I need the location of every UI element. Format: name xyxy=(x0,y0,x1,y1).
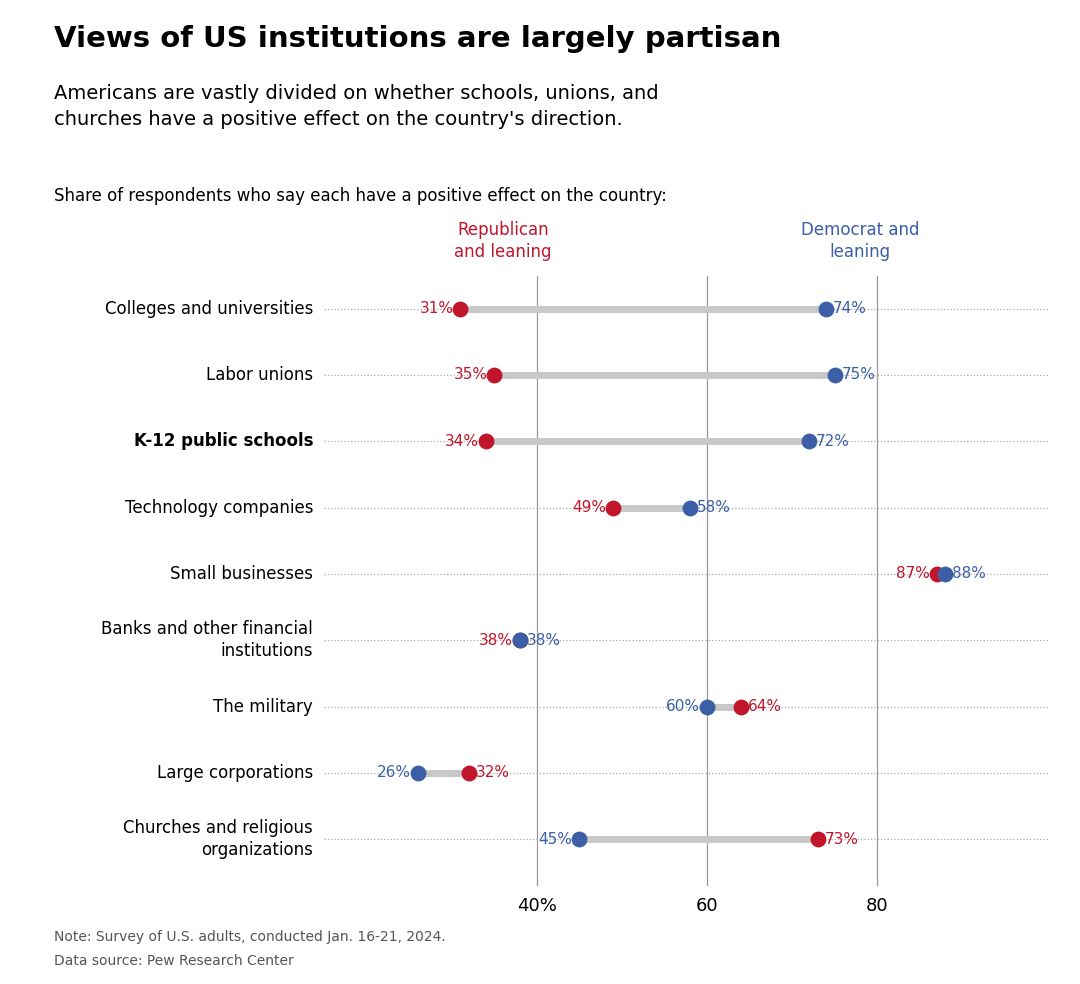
Text: 74%: 74% xyxy=(833,301,867,316)
Point xyxy=(460,765,477,780)
Text: 75%: 75% xyxy=(841,367,876,383)
Text: 35%: 35% xyxy=(454,367,487,383)
Text: The military: The military xyxy=(214,698,313,715)
Point xyxy=(605,500,622,516)
Text: 32%: 32% xyxy=(475,766,510,780)
Point xyxy=(929,566,946,582)
Text: 60%: 60% xyxy=(666,699,700,714)
Point xyxy=(511,633,528,648)
Text: Views of US institutions are largely partisan: Views of US institutions are largely par… xyxy=(54,25,781,52)
Text: Republican
and leaning: Republican and leaning xyxy=(454,220,552,261)
Text: Colleges and universities: Colleges and universities xyxy=(105,300,313,318)
Text: Large corporations: Large corporations xyxy=(157,764,313,782)
Point xyxy=(699,699,716,714)
Text: Data source: Pew Research Center: Data source: Pew Research Center xyxy=(54,954,294,968)
Point xyxy=(486,367,503,383)
Point xyxy=(732,699,750,714)
Text: K-12 public schools: K-12 public schools xyxy=(134,432,313,451)
Text: 45%: 45% xyxy=(539,831,572,846)
Point xyxy=(818,301,835,317)
Point xyxy=(936,566,954,582)
Text: 87%: 87% xyxy=(896,567,930,582)
Text: Small businesses: Small businesses xyxy=(171,565,313,583)
Point xyxy=(409,765,427,780)
Text: 26%: 26% xyxy=(377,766,410,780)
Point xyxy=(451,301,469,317)
Text: 38%: 38% xyxy=(480,633,513,647)
Text: Americans are vastly divided on whether schools, unions, and
churches have a pos: Americans are vastly divided on whether … xyxy=(54,84,659,129)
Text: Churches and religious
organizations: Churches and religious organizations xyxy=(123,819,313,859)
Point xyxy=(570,831,588,847)
Point xyxy=(809,831,826,847)
Text: 88%: 88% xyxy=(953,567,986,582)
Text: 38%: 38% xyxy=(527,633,561,647)
Text: 73%: 73% xyxy=(824,831,859,846)
Text: 31%: 31% xyxy=(419,301,454,316)
Text: 58%: 58% xyxy=(697,500,731,515)
Point xyxy=(826,367,843,383)
Text: Share of respondents who say each have a positive effect on the country:: Share of respondents who say each have a… xyxy=(54,187,666,205)
Text: Banks and other financial
institutions: Banks and other financial institutions xyxy=(102,620,313,660)
Text: 34%: 34% xyxy=(445,434,478,449)
Text: 49%: 49% xyxy=(572,500,607,515)
Point xyxy=(477,433,495,449)
Point xyxy=(800,433,818,449)
Text: Labor unions: Labor unions xyxy=(206,366,313,384)
Text: Technology companies: Technology companies xyxy=(124,499,313,517)
Text: Note: Survey of U.S. adults, conducted Jan. 16-21, 2024.: Note: Survey of U.S. adults, conducted J… xyxy=(54,930,446,944)
Point xyxy=(681,500,699,516)
Point xyxy=(511,633,528,648)
Text: 72%: 72% xyxy=(816,434,850,449)
Text: Democrat and
leaning: Democrat and leaning xyxy=(801,220,919,261)
Text: 64%: 64% xyxy=(748,699,782,714)
